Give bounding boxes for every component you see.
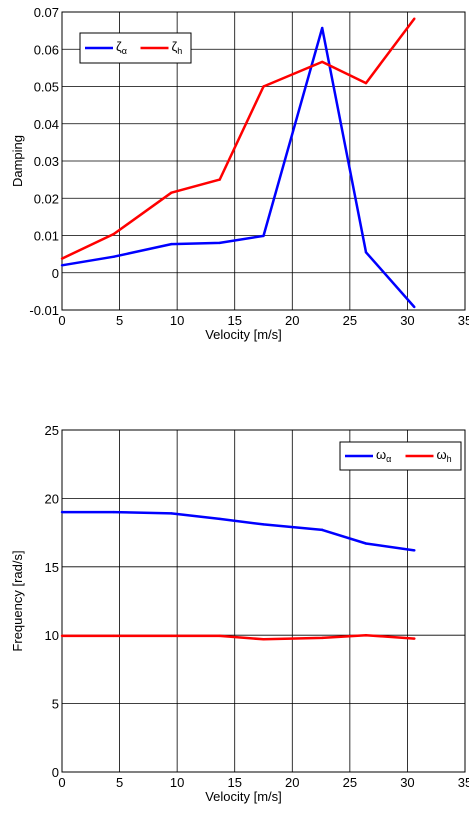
damping-chart: 0 5 10 15 20 25 30 35-0.0100.010.020.030.040.05… — [10, 5, 469, 342]
y-tick-label: 15 — [45, 560, 59, 575]
data-point-h — [321, 60, 324, 64]
plot-area — [62, 430, 465, 772]
legend-label-subscript: h — [447, 454, 452, 464]
x-tick-label: 35 — [458, 313, 469, 328]
data-point-h — [218, 634, 221, 638]
x-tick-label: 25 — [343, 313, 357, 328]
legend-label-subscript: α — [386, 454, 391, 464]
y-tick-label: 0.05 — [34, 80, 59, 95]
data-point-α — [321, 528, 324, 532]
y-tick-label: 5 — [52, 697, 59, 712]
data-point-h — [364, 81, 368, 85]
series-line-α — [61, 26, 416, 308]
legend-label-h: ζh — [172, 39, 183, 56]
data-point-α — [262, 523, 265, 526]
x-tick-label: 0 — [58, 775, 65, 790]
series-line-α — [62, 510, 415, 552]
y-tick-label: 25 — [45, 423, 59, 438]
x-tick-label: 0 — [58, 313, 65, 328]
y-tick-label: 0.06 — [34, 42, 59, 57]
legend-label-subscript: h — [177, 46, 182, 56]
data-point-α — [170, 242, 173, 246]
x-tick-label: 30 — [400, 313, 414, 328]
data-point-h — [170, 634, 173, 638]
y-tick-label: -0.01 — [29, 303, 59, 318]
legend-label-symbol: ζ — [172, 39, 178, 54]
x-tick-label: 35 — [458, 775, 469, 790]
legend-label-symbol: ζ — [116, 39, 122, 54]
y-tick-label: 0.04 — [34, 117, 59, 132]
data-point-h — [364, 634, 368, 637]
y-tick-label: 0.03 — [34, 154, 59, 169]
data-point-α — [321, 26, 324, 30]
x-axis-label: Velocity [m/s] — [205, 789, 282, 804]
data-point-h — [112, 232, 116, 236]
data-point-α — [60, 510, 64, 514]
data-point-α — [364, 542, 368, 545]
data-point-α — [170, 512, 173, 515]
data-point-h — [262, 638, 265, 641]
legend-label-symbol: ω — [437, 447, 447, 462]
y-tick-label: 0.01 — [34, 229, 59, 244]
y-tick-label: 0.02 — [34, 191, 59, 206]
x-tick-label: 10 — [170, 313, 184, 328]
x-tick-label: 10 — [170, 775, 184, 790]
data-point-α — [112, 510, 116, 514]
y-tick-label: 10 — [45, 628, 59, 643]
x-axis-label: Velocity [m/s] — [205, 327, 282, 342]
x-tick-label: 20 — [285, 313, 299, 328]
frequency-chart: 0 5 10 15 20 25 30 35 0 5 10 15 20 25 Velocity [m/s] Fr… — [10, 423, 469, 804]
data-point-α — [413, 305, 416, 309]
data-point-h — [60, 634, 64, 638]
axes-frame — [61, 429, 466, 773]
x-tick-label: 5 — [116, 775, 123, 790]
legend: ζα ζh — [79, 32, 192, 64]
data-point-α — [218, 517, 221, 521]
data-point-h — [112, 634, 116, 638]
data-point-α — [60, 264, 64, 267]
data-point-α — [364, 251, 368, 254]
x-tick-label: 5 — [116, 313, 123, 328]
legend-label-α: ωα — [376, 447, 391, 464]
legend-label-α: ζα — [116, 39, 127, 56]
data-point-h — [60, 257, 64, 260]
legend: ωα ωh — [339, 441, 462, 471]
series-line-h — [62, 633, 415, 641]
y-tick-label: 0 — [52, 266, 59, 281]
x-tick-label: 15 — [227, 775, 241, 790]
y-tick-label: 0.07 — [34, 5, 59, 20]
axes-frame — [61, 11, 466, 311]
x-tick-label: 15 — [227, 313, 241, 328]
x-tick-label: 30 — [400, 775, 414, 790]
data-point-h — [170, 191, 173, 194]
data-point-h — [321, 636, 324, 640]
series-line-h — [61, 17, 416, 260]
data-point-α — [413, 549, 416, 552]
x-tick-label: 20 — [285, 775, 299, 790]
y-axis-label: Frequency [rad/s] — [10, 550, 25, 651]
x-tick-label: 25 — [343, 775, 357, 790]
legend-label-symbol: ω — [376, 447, 386, 462]
y-tick-label: 0 — [52, 765, 59, 780]
y-tick-label: 20 — [45, 491, 59, 506]
data-point-h — [413, 17, 416, 20]
data-point-α — [112, 255, 116, 258]
data-point-h — [262, 85, 265, 88]
y-axis-label: Damping — [10, 135, 25, 187]
data-point-α — [262, 234, 265, 238]
data-point-h — [413, 637, 416, 640]
data-point-α — [218, 241, 221, 245]
legend-label-h: ωh — [437, 447, 452, 464]
legend-label-subscript: α — [122, 46, 127, 56]
legend-box — [339, 441, 462, 471]
data-point-h — [218, 178, 221, 181]
